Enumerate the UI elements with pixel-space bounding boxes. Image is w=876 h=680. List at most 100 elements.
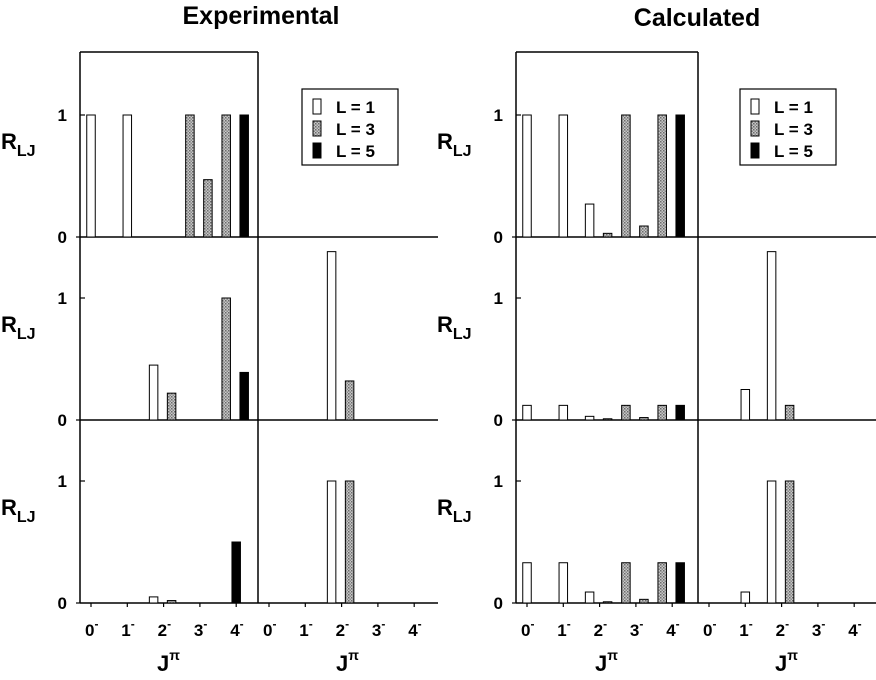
- x-tick-label-sup: -: [785, 617, 789, 631]
- x-tick-label-sup: -: [345, 617, 349, 631]
- y-axis-label-sub: LJ: [17, 509, 36, 526]
- y-tick-label: 0: [58, 228, 67, 247]
- bar-experimental-row3-left-J2--L3: [166, 600, 177, 604]
- y-tick-label: 1: [58, 472, 67, 491]
- bar-calculated-row3-left-J3--L3: [621, 562, 631, 604]
- y-axis-label: RLJ: [1, 129, 36, 160]
- legend-label: L = 3: [774, 120, 813, 139]
- x-tick-label: 0-: [703, 617, 716, 640]
- bar-experimental-row1-left-J3--L3: [185, 114, 195, 238]
- y-tick-label: 0: [58, 594, 67, 613]
- x-tick-label: 3-: [194, 617, 207, 640]
- bar-calculated-row2-right-J2--L3: [784, 404, 795, 421]
- bar-experimental-row2-left-J4--L3: [221, 297, 231, 421]
- legend-label: L = 5: [774, 142, 813, 161]
- y-axis-label: RLJ: [1, 312, 36, 343]
- x-tick-label: 3-: [372, 617, 385, 640]
- x-tick-label: 1-: [557, 617, 570, 640]
- x-tick-label-sup: -: [167, 617, 171, 631]
- bar-calculated-row3-right-J2--L3: [784, 480, 795, 604]
- bar-experimental-row1-left-J3--L3: [203, 179, 213, 238]
- bar-calculated-row1-left-J0--L1: [522, 114, 532, 238]
- y-axis-label-sub: LJ: [17, 143, 36, 160]
- y-axis-label: RLJ: [1, 495, 36, 526]
- y-tick-label: 1: [58, 106, 67, 125]
- bar-calculated-row2-left-J0--L1: [522, 404, 532, 421]
- bar-calculated-row2-left-J3--L3: [621, 404, 631, 421]
- bar-calculated-row3-right-J2--L1: [766, 480, 777, 604]
- bar-experimental-row3-right-J2--L3: [344, 480, 355, 604]
- y-axis-label-sub: LJ: [453, 326, 472, 343]
- bar-experimental-row2-left-J2--L3: [166, 392, 177, 421]
- bar-calculated-row1-left-J2--L3: [602, 232, 613, 238]
- bar-calculated-row1-left-J4--L3: [657, 114, 667, 238]
- legend-swatch: [750, 98, 760, 115]
- bar-calculated-row2-left-J2--L3: [602, 418, 613, 421]
- legend-swatch: [312, 120, 322, 137]
- bar-calculated-row3-left-J3--L3: [639, 598, 649, 604]
- x-axis-label-sup: π: [348, 647, 359, 663]
- legend-swatch: [750, 142, 760, 159]
- x-tick-label: 3-: [812, 617, 825, 640]
- x-axis-label-sup: π: [787, 647, 798, 663]
- x-tick-label-sup: -: [567, 617, 571, 631]
- x-tick-label-sup: -: [821, 617, 825, 631]
- x-tick-label: 0-: [521, 617, 534, 640]
- x-tick-label-sup: -: [131, 617, 135, 631]
- bar-calculated-row3-left-J0--L1: [522, 562, 532, 604]
- y-axis-label-sub: LJ: [17, 326, 36, 343]
- bar-calculated-row2-left-J1--L1: [558, 404, 569, 421]
- bar-calculated-row3-left-J2--L3: [602, 601, 613, 604]
- bar-experimental-row3-right-J2--L1: [326, 480, 337, 604]
- experimental-chart: 0 1 RLJ 0 1 RLJ 0 1 RLJ 0- 1- 2- 3- 4- Jπ 0- 1- 2- 3- 4- Jπ L…: [1, 51, 438, 676]
- bar-calculated-row2-left-J2--L1: [584, 415, 595, 421]
- x-tick-label-sup: -: [858, 617, 862, 631]
- bar-calculated-row2-left-J3--L3: [639, 417, 649, 421]
- bar-calculated-row3-left-J2--L1: [584, 591, 595, 604]
- bar-calculated-row3-left-J1--L1: [558, 562, 569, 604]
- y-tick-label: 1: [494, 289, 503, 308]
- x-tick-label: 4-: [408, 617, 421, 640]
- bar-experimental-row3-left-J4--L5: [231, 541, 241, 604]
- x-tick-label-sup: -: [712, 617, 716, 631]
- y-axis-label: RLJ: [437, 495, 472, 526]
- bar-experimental-row1-left-J0--L1: [86, 114, 96, 238]
- legend-swatch: [312, 98, 322, 115]
- x-axis-label: Jπ: [775, 647, 798, 676]
- right-title: Calculated: [634, 4, 760, 32]
- y-tick-label: 0: [58, 411, 67, 430]
- bar-experimental-row1-left-J4--L5: [239, 114, 249, 238]
- x-tick-label-sup: -: [240, 617, 244, 631]
- bar-calculated-row3-left-J4--L5: [675, 562, 685, 604]
- bar-calculated-row3-left-J4--L3: [657, 562, 667, 604]
- y-tick-label: 1: [494, 472, 503, 491]
- x-tick-label: 4-: [848, 617, 861, 640]
- x-tick-label-sup: -: [203, 617, 207, 631]
- bar-experimental-row2-right-J2--L3: [344, 380, 355, 421]
- calculated-chart: 0 1 RLJ 0 1 RLJ 0 1 RLJ 0- 1- 2- 3- 4- Jπ 0- 1- 2- 3- 4- Jπ L…: [437, 51, 876, 676]
- x-tick-label-sup: -: [749, 617, 753, 631]
- bar-experimental-row2-left-J2--L1: [148, 364, 159, 421]
- x-tick-label: 4-: [666, 617, 679, 640]
- x-tick-label: 2-: [776, 617, 789, 640]
- y-axis-label: RLJ: [437, 312, 472, 343]
- bar-calculated-row2-right-J2--L1: [766, 251, 777, 421]
- x-tick-label: 0-: [263, 617, 276, 640]
- bar-calculated-row1-left-J4--L5: [675, 114, 685, 238]
- x-tick-label-sup: -: [418, 617, 422, 631]
- bar-experimental-row2-left-J4--L5: [239, 371, 249, 421]
- x-tick-label: 0-: [85, 617, 98, 640]
- bar-experimental-row1-left-J4--L3: [221, 114, 231, 238]
- bar-calculated-row1-left-J3--L3: [621, 114, 631, 238]
- bar-experimental-row3-left-J2--L1: [148, 596, 159, 604]
- x-tick-label: 1-: [739, 617, 752, 640]
- y-tick-label: 1: [58, 289, 67, 308]
- x-tick-label: 2-: [594, 617, 607, 640]
- y-axis-label-sub: LJ: [453, 143, 472, 160]
- x-tick-label-sup: -: [639, 617, 643, 631]
- x-axis-label-sup: π: [169, 647, 180, 663]
- bar-calculated-row1-left-J3--L3: [639, 225, 649, 238]
- x-axis-label: Jπ: [336, 647, 359, 676]
- x-tick-label-sup: -: [530, 617, 534, 631]
